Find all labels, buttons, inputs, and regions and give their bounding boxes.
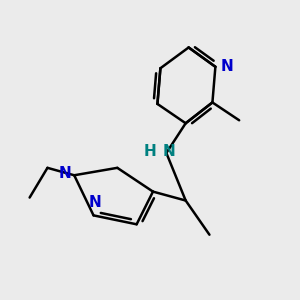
- Text: N: N: [58, 166, 71, 181]
- Text: N: N: [221, 59, 233, 74]
- Text: H: H: [143, 144, 156, 159]
- Text: N: N: [163, 144, 175, 159]
- Text: N: N: [88, 195, 101, 210]
